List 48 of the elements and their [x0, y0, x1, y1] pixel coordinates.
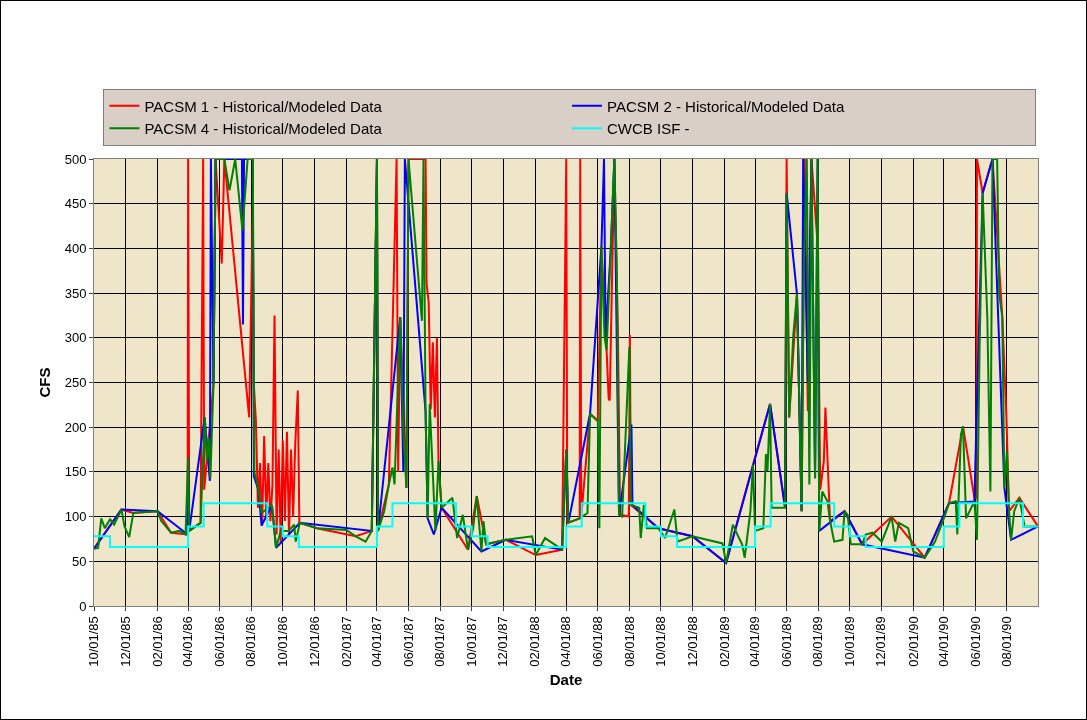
- x-tick-label: 08/01/88: [621, 616, 637, 667]
- x-tick-label: 10/01/85: [86, 616, 102, 667]
- x-tick-label: 10/01/87: [463, 616, 479, 667]
- y-tick-label: 450: [64, 196, 87, 212]
- x-tick-label: 08/01/90: [999, 616, 1015, 667]
- x-tick-label: 04/01/89: [747, 616, 763, 667]
- line-series: [94, 159, 1038, 565]
- x-tick-label: 08/01/89: [810, 616, 826, 667]
- x-tick-label: 08/01/86: [243, 616, 259, 667]
- x-tick-label: 06/01/87: [400, 616, 416, 667]
- x-tick-label: 06/01/86: [211, 616, 227, 667]
- y-tick-label: 150: [64, 464, 87, 480]
- x-tick-label: 12/01/85: [117, 616, 133, 667]
- y-tick-label: 300: [64, 330, 87, 346]
- y-tick-label: 0: [79, 598, 87, 614]
- x-tick-label: 06/01/90: [967, 616, 983, 667]
- x-tick-label: 12/01/89: [873, 616, 889, 667]
- x-tick-label: 10/01/86: [275, 616, 291, 667]
- x-tick-label: 10/01/88: [653, 616, 669, 667]
- x-tick-label: 04/01/87: [369, 616, 385, 667]
- x-tick-label: 02/01/90: [905, 616, 921, 667]
- x-tick-label: 12/01/86: [306, 616, 322, 667]
- x-tick-label: 04/01/86: [180, 616, 196, 667]
- legend-label: CWCB ISF -: [607, 120, 690, 138]
- y-tick-label: 50: [71, 553, 87, 569]
- y-tick-label: 100: [64, 509, 87, 525]
- legend-label: PACSM 2 - Historical/Modeled Data: [607, 97, 845, 115]
- x-axis-title: Date: [549, 670, 583, 688]
- x-tick-label: 02/01/87: [338, 616, 354, 667]
- legend-label: PACSM 4 - Historical/Modeled Data: [144, 120, 383, 138]
- x-tick-label: 02/01/86: [149, 616, 165, 667]
- y-axis-title: CFS: [35, 367, 53, 398]
- x-tick-label: 02/01/88: [527, 616, 543, 667]
- y-tick-label: 500: [64, 151, 87, 167]
- x-tick-label: 06/01/89: [778, 616, 794, 667]
- x-tick-label: 12/01/88: [684, 616, 700, 667]
- legend-label: PACSM 1 - Historical/Modeled Data: [144, 97, 383, 115]
- x-tick-label: 08/01/87: [432, 616, 448, 667]
- y-tick-label: 200: [64, 419, 87, 435]
- x-tick-label: 02/01/89: [716, 616, 732, 667]
- y-tick-label: 350: [64, 285, 87, 301]
- x-tick-label: 04/01/88: [558, 616, 574, 667]
- y-tick-label: 400: [64, 240, 87, 256]
- x-tick-label: 12/01/87: [495, 616, 511, 667]
- x-tick-label: 06/01/88: [590, 616, 606, 667]
- x-tick-label: 10/01/89: [841, 616, 857, 667]
- x-tick-label: 04/01/90: [936, 616, 952, 667]
- y-tick-label: 250: [64, 375, 87, 391]
